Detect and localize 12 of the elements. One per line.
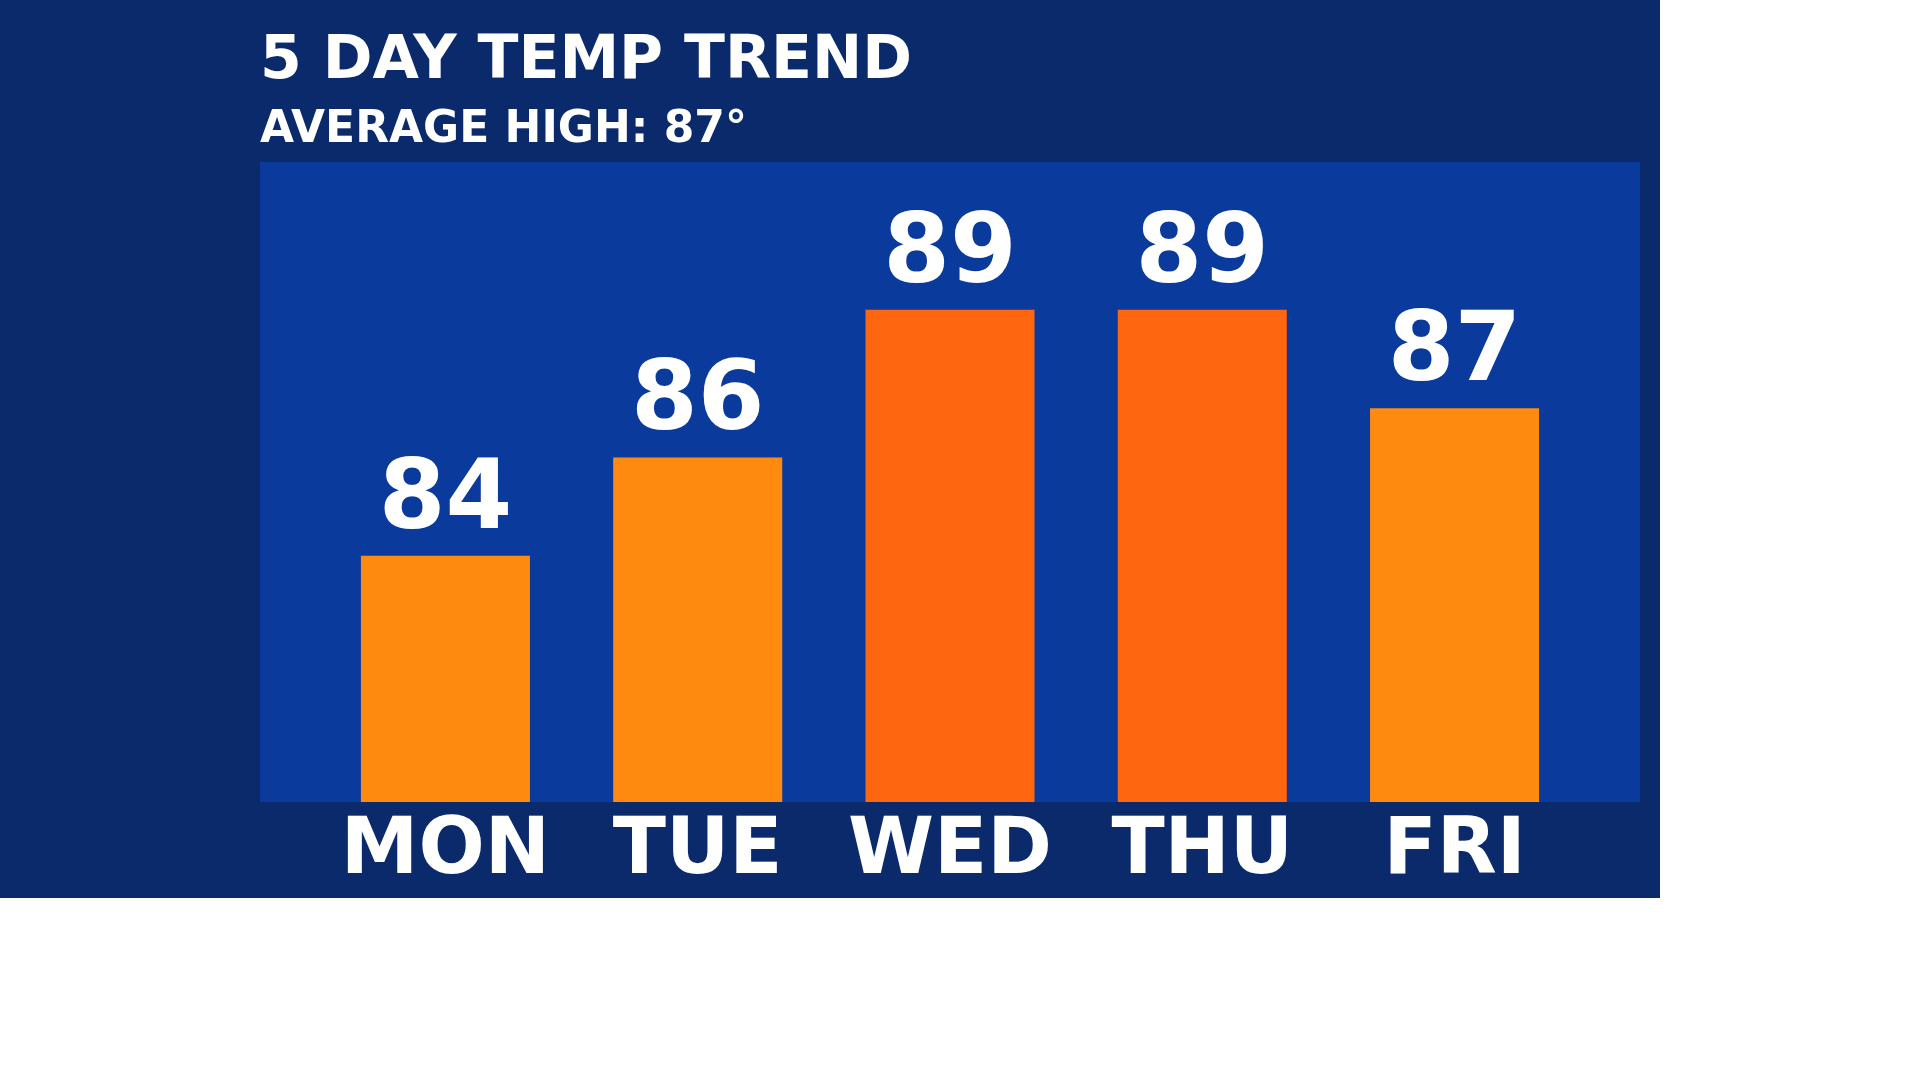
chart-title: 5 DAY TEMP TREND [260, 22, 913, 92]
chart-subtitle: AVERAGE HIGH: 87° [260, 101, 747, 152]
x-tick-label: TUE [612, 800, 783, 891]
data-label: 84 [378, 438, 513, 551]
x-tick-label: WED [847, 800, 1053, 891]
x-tick-label: THU [1111, 800, 1294, 891]
data-label: 86 [630, 340, 765, 453]
data-label: 87 [1387, 291, 1522, 404]
x-tick-label: MON [340, 800, 551, 891]
x-tick-label: FRI [1383, 800, 1526, 891]
data-label: 89 [883, 192, 1017, 305]
data-label: 89 [1135, 192, 1270, 305]
